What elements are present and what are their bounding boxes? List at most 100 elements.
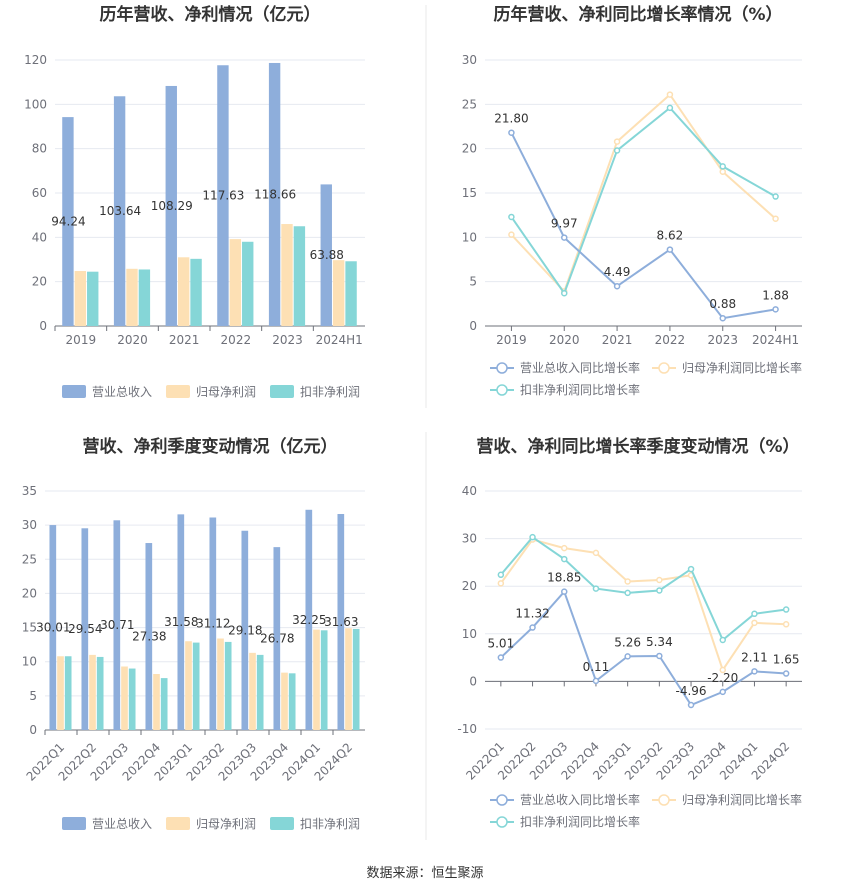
bar-1 xyxy=(81,528,89,730)
y-tick-label: 30 xyxy=(462,53,477,67)
y-tick-label: 0 xyxy=(29,723,37,737)
data-label: 27.38 xyxy=(132,630,166,644)
bar-1 xyxy=(49,525,57,730)
x-tick-label: 2020 xyxy=(549,333,580,347)
bar-1 xyxy=(165,85,177,326)
series-point-3 xyxy=(561,289,568,297)
legend-marker xyxy=(658,362,670,374)
y-tick-label: 15 xyxy=(22,621,37,635)
legend-swatch xyxy=(62,385,86,398)
data-label: -2.20 xyxy=(707,671,738,685)
y-tick-label: 120 xyxy=(24,53,47,67)
legend-swatch xyxy=(166,385,190,398)
legend-label: 营业总收入 xyxy=(92,385,152,399)
series-point-3 xyxy=(782,606,790,613)
bar-1 xyxy=(241,530,249,730)
data-label: 11.32 xyxy=(515,607,549,621)
bar-3 xyxy=(64,656,72,730)
series-point-1 xyxy=(592,677,600,685)
y-tick-label: 40 xyxy=(32,230,47,244)
data-label: 94.24 xyxy=(51,215,85,229)
bar-1 xyxy=(320,184,332,326)
bar-3 xyxy=(192,642,200,730)
y-tick-label: 35 xyxy=(22,484,37,498)
legend-marker xyxy=(496,794,508,806)
y-tick-label: 5 xyxy=(29,689,37,703)
series-point-1 xyxy=(624,653,631,660)
bar-1 xyxy=(268,62,281,326)
data-label: 0.11 xyxy=(583,660,610,674)
bar-3 xyxy=(128,668,136,730)
series-point-1 xyxy=(613,282,621,290)
data-label: 0.88 xyxy=(709,297,736,311)
legend-label: 归母净利润同比增长率 xyxy=(682,792,802,807)
y-tick-label: 10 xyxy=(462,230,477,244)
bar-2 xyxy=(177,257,190,326)
series-point-3 xyxy=(592,585,600,592)
legend-marker xyxy=(496,384,508,396)
bar-2 xyxy=(185,641,192,730)
x-tick-label: 2021 xyxy=(169,333,200,347)
chart-1: 历年营收、净利情况（亿元） 0 20 40 60 80 100 120 2019 2020 2021… xyxy=(24,4,365,399)
series-point-3 xyxy=(656,587,663,594)
bar-2 xyxy=(281,224,293,326)
y-tick-label: 30 xyxy=(22,518,37,532)
bar-2 xyxy=(217,638,224,730)
y-tick-label: 30 xyxy=(462,532,477,546)
bar-1 xyxy=(209,517,217,730)
y-tick-label: 5 xyxy=(469,275,477,289)
data-label: 31.12 xyxy=(196,617,230,631)
series-point-2 xyxy=(613,138,621,145)
bar-2 xyxy=(229,239,242,326)
legend-marker xyxy=(496,816,508,828)
bar-2 xyxy=(57,656,64,730)
chart-4: 营收、净利同比增长率季度变动情况（%）-100102030402022Q1202… xyxy=(457,436,802,829)
series-point-1 xyxy=(772,306,779,313)
bar-3 xyxy=(293,226,306,326)
legend-label: 扣非净利润同比增长率 xyxy=(520,814,640,829)
data-label: 9.97 xyxy=(551,217,578,231)
series-point-3 xyxy=(497,571,505,579)
data-label: 26.78 xyxy=(260,632,294,646)
chart-3: 营收、净利季度变动情况（亿元）051015202530352022Q12022Q… xyxy=(22,436,365,831)
data-label: 2.11 xyxy=(741,650,768,664)
x-tick-label: 2021 xyxy=(602,333,633,347)
chart-title: 历年营收、净利同比增长率情况（%） xyxy=(493,4,782,25)
series-point-2 xyxy=(592,549,600,557)
chart-2: 历年营收、净利同比增长率情况（%） 0 5 10 15 20 25 30 2019 2020 202… xyxy=(462,4,802,397)
data-label: 8.62 xyxy=(657,229,684,243)
series-point-3 xyxy=(719,636,726,644)
data-label: 1.88 xyxy=(762,288,789,302)
legend-label: 归母净利润 xyxy=(196,817,256,831)
legend-label: 扣非净利润 xyxy=(300,385,360,399)
y-tick-label: 0 xyxy=(469,319,477,333)
bar-1 xyxy=(62,117,74,326)
legend-swatch xyxy=(62,817,86,830)
bar-2 xyxy=(121,666,128,730)
y-tick-label: 60 xyxy=(32,186,47,200)
series-point-2 xyxy=(719,666,726,674)
legend-swatch xyxy=(166,817,190,830)
y-tick-label: 25 xyxy=(22,552,37,566)
series-point-1 xyxy=(561,588,568,595)
data-label: 31.58 xyxy=(164,615,198,629)
series-point-2 xyxy=(751,619,758,627)
bar-3 xyxy=(352,628,360,730)
bar-3 xyxy=(256,654,264,730)
series-point-2 xyxy=(497,580,505,587)
series-point-3 xyxy=(666,104,674,112)
y-tick-label: 80 xyxy=(32,142,47,156)
legend-swatch xyxy=(270,385,294,398)
data-label: 108.29 xyxy=(151,199,193,213)
y-tick-label: 0 xyxy=(469,674,477,688)
y-tick-label: 25 xyxy=(462,97,477,111)
bar-3 xyxy=(96,656,104,730)
bar-1 xyxy=(337,514,345,730)
y-tick-label: 0 xyxy=(39,319,47,333)
series-point-3 xyxy=(561,555,568,563)
bar-1 xyxy=(273,547,281,730)
y-tick-label: 20 xyxy=(462,579,477,593)
legend-swatch xyxy=(270,817,294,830)
